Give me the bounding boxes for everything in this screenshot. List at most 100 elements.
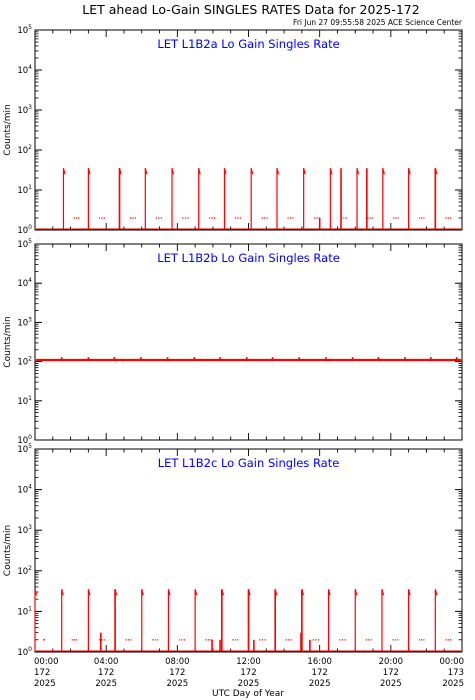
- scatter-point: [266, 217, 268, 219]
- x-axis-label: UTC Day of Year: [212, 689, 284, 699]
- y-tick-label: 104: [17, 484, 32, 496]
- panel-3: 100 101 102 103 104 105 Counts/min LET L1B2c Lo…: [3, 443, 463, 658]
- scatter-point: [103, 217, 105, 219]
- y-tick-label: 102: [17, 356, 32, 368]
- scatter-point: [423, 639, 425, 641]
- scatter-point: [158, 217, 160, 219]
- scatter-point: [129, 217, 132, 219]
- rate-decay: [434, 589, 438, 596]
- scatter-point: [421, 217, 423, 219]
- scatter-point: [98, 217, 101, 219]
- scatter-point: [341, 639, 344, 641]
- scatter-point: [261, 217, 263, 219]
- y-axis-label: Counts/min: [3, 316, 13, 367]
- scatter-point: [316, 217, 318, 219]
- scatter-point: [315, 639, 317, 641]
- panel-title: LET L1B2c Lo Gain Singles Rate: [158, 456, 340, 470]
- y-tick-label: 103: [17, 524, 32, 536]
- x-tick-label: 2025: [309, 679, 331, 689]
- x-tick-label: 172: [312, 668, 328, 678]
- rate-decay: [382, 168, 385, 175]
- scatter-point: [101, 217, 103, 219]
- scatter-point: [261, 639, 264, 641]
- scatter-point: [445, 217, 447, 219]
- scatter-point: [393, 217, 395, 219]
- x-ticks-group: 00:00172202504:00172202508:00172202512:0…: [34, 657, 464, 689]
- rate-decay: [194, 589, 198, 596]
- scatter-point: [125, 639, 127, 641]
- panels-group: 100 101 102 103 104 105 Counts/min LET L1B2a Lo…: [3, 24, 463, 658]
- scatter-point: [234, 639, 236, 641]
- scatter-point: [234, 217, 237, 219]
- x-tick-label: 2025: [167, 679, 189, 689]
- scatter-point: [423, 217, 425, 219]
- scatter-point: [155, 217, 157, 219]
- x-tick-label: 16:00: [307, 657, 332, 667]
- plot-frame: [34, 243, 463, 441]
- scatter-point: [154, 639, 156, 641]
- scatter-point: [394, 639, 397, 641]
- scatter-point: [134, 217, 137, 219]
- y-axis-label: Counts/min: [3, 525, 13, 576]
- rate-decay: [250, 168, 254, 175]
- scatter-point: [127, 639, 130, 641]
- scatter-point: [371, 217, 373, 219]
- x-tick-label: 2025: [442, 679, 464, 689]
- scatter-point: [103, 639, 105, 641]
- scatter-point: [367, 217, 369, 219]
- scatter-point: [101, 639, 103, 641]
- scatter-point: [75, 217, 78, 219]
- x-tick-label: 173: [448, 668, 464, 678]
- rate-decay: [144, 168, 148, 175]
- scatter-point: [421, 639, 423, 641]
- panel-1: 100 101 102 103 104 105 Counts/min LET L1B2a Lo…: [3, 24, 463, 236]
- scatter-point: [314, 217, 316, 219]
- scatter-point: [184, 217, 187, 219]
- rate-decay: [354, 589, 358, 596]
- scatter-point: [259, 639, 261, 641]
- scatter-point: [368, 639, 370, 641]
- scatter-point: [130, 639, 132, 641]
- y-tick-label: 100: [17, 646, 32, 658]
- plot-frame: [34, 29, 463, 231]
- scatter-point: [449, 639, 452, 641]
- rate-decay: [141, 589, 144, 596]
- data-series: [36, 357, 461, 362]
- x-tick-label: 172: [98, 668, 114, 678]
- rate-decay: [381, 589, 385, 596]
- scatter-point: [205, 639, 207, 641]
- rate-decay: [171, 168, 175, 175]
- scatter-point: [343, 217, 345, 219]
- scatter-point: [187, 217, 189, 219]
- x-tick-label: 172: [240, 668, 256, 678]
- scatter-point: [392, 639, 394, 641]
- scatter-point: [75, 639, 77, 641]
- x-tick-label: 04:00: [94, 657, 119, 667]
- scatter-point: [264, 217, 266, 219]
- scatter-point: [237, 217, 239, 219]
- scatter-point: [445, 639, 447, 641]
- scatter-point: [232, 639, 234, 641]
- scatter-point: [449, 217, 452, 219]
- rate-decay: [34, 589, 38, 596]
- scatter-point: [418, 217, 421, 219]
- scatter-point: [290, 639, 292, 641]
- x-tick-label: 00:00: [440, 657, 465, 667]
- x-tick-label: 08:00: [165, 657, 190, 667]
- rate-decay: [87, 168, 91, 175]
- x-tick-label: 172: [383, 668, 399, 678]
- scatter-point: [211, 217, 213, 219]
- y-tick-label: 102: [17, 144, 32, 156]
- data-series: [36, 168, 461, 230]
- scatter-point: [78, 217, 80, 219]
- rate-decay: [198, 168, 201, 175]
- scatter-point: [73, 639, 75, 641]
- y-tick-label: 100: [17, 224, 32, 236]
- scatter-point: [71, 639, 73, 641]
- scatter-point: [237, 639, 239, 641]
- x-tick-label: 12:00: [236, 657, 261, 667]
- data-series: [34, 589, 461, 652]
- scatter-point: [289, 217, 292, 219]
- y-tick-label: 104: [17, 64, 32, 76]
